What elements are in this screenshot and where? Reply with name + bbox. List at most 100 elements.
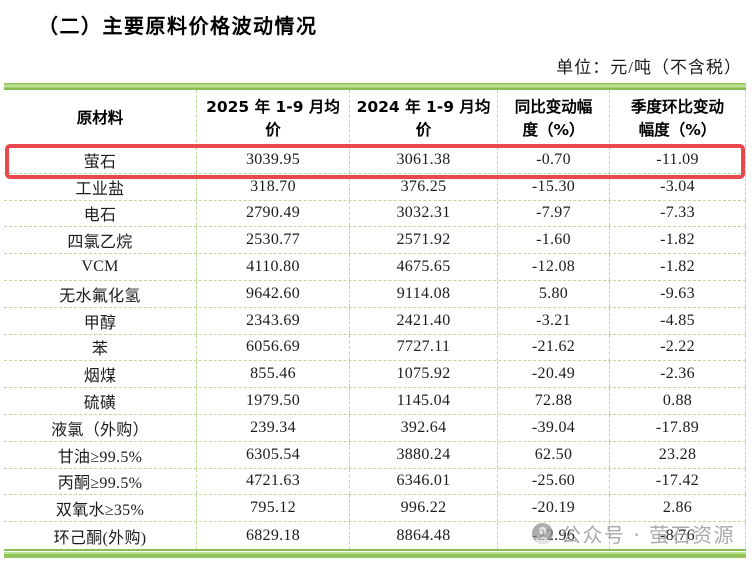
qoq-change-cell: 0.88 [610,388,746,414]
avg-price-2024-cell: 3032.31 [350,200,498,227]
yoy-change-cell: -15.30 [498,173,610,200]
avg-price-2025-cell: 3039.95 [197,147,350,173]
watermark-text: 公众号 · 萤石资源 [561,523,736,547]
yoy-change-cell: -12.08 [498,254,610,280]
avg-price-2024-cell: 1075.92 [350,361,498,388]
page-title: （二）主要原料价格波动情况 [38,14,318,38]
table-row: 烟煤 855.46 1075.92 -20.49 -2.36 [4,361,746,389]
avg-price-2024-cell: 1145.04 [350,388,498,414]
table-row: 硫磺 1979.50 1145.04 72.88 0.88 [4,388,746,415]
avg-price-2024-cell: 9114.08 [350,280,498,307]
yoy-change-cell: -39.04 [498,414,610,441]
qoq-change-cell: -1.82 [610,227,746,254]
material-name-cell: 萤石 [4,147,197,173]
qoq-change-cell: -17.42 [610,468,746,495]
avg-price-2024-cell: 392.64 [350,414,498,441]
column-header-qoq-change: 季度环比变动 幅度（%） [610,90,746,147]
avg-price-2024-cell: 3880.24 [350,441,498,468]
official-account-icon [531,522,554,545]
material-name-cell: 四氯乙烷 [4,227,197,254]
avg-price-2025-cell: 9642.60 [197,280,350,307]
watermark-badge: 公众号 · 萤石资源 [531,519,735,548]
table-row: 萤石 3039.95 3061.38 -0.70 -11.09 [4,147,746,174]
table-row: 环己酮(外购) 6829.18 8864.48 -22.96 -8.76 [4,522,746,549]
material-name-cell: 丙酮≥99.5% [4,468,197,495]
table-body: 萤石 3039.95 3061.38 -0.70 -11.09 工业盐 318.… [4,144,746,549]
material-name-cell: 工业盐 [4,173,197,200]
yoy-change-cell: 62.50 [498,441,610,468]
qoq-change-cell: -3.04 [610,173,746,200]
yoy-change-cell: -7.97 [498,200,610,227]
material-name-cell: VCM [4,254,197,280]
yoy-change-cell: -1.60 [498,227,610,254]
table-row: 液氯（外购） 239.34 392.64 -39.04 -17.89 [4,414,746,442]
yoy-change-cell: -20.19 [498,495,610,522]
table-row: 工业盐 318.70 376.25 -15.30 -3.04 [4,173,746,201]
column-header-yoy-change: 同比变动幅 度（%） [498,90,610,147]
avg-price-2025-cell: 2790.49 [197,200,350,227]
table-row: 苯 6056.69 7727.11 -21.62 -2.22 [4,334,746,362]
avg-price-2024-cell: 6346.01 [350,468,498,495]
table-row: 丙酮≥99.5% 4721.63 6346.01 -25.60 -17.42 [4,468,746,496]
avg-price-2024-cell: 3061.38 [350,147,498,173]
qoq-change-cell: 23.28 [610,441,746,468]
yoy-change-cell: -3.21 [498,307,610,334]
qoq-change-cell: -2.36 [610,361,746,388]
column-header-material: 原材料 [4,90,197,147]
material-name-cell: 硫磺 [4,388,197,414]
qoq-change-cell: -1.82 [610,254,746,280]
material-name-cell: 液氯（外购） [4,414,197,441]
unit-note: 单位：元/吨（不含税） [556,58,742,77]
material-name-cell: 甲醇 [4,307,197,334]
yoy-change-cell: -25.60 [498,468,610,495]
table-row: 四氯乙烷 2530.77 2571.92 -1.60 -1.82 [4,227,746,255]
column-header-avg-2025: 2025 年 1-9 月均 价 [197,90,350,147]
qoq-change-cell: -9.63 [610,280,746,307]
qoq-change-cell: -17.89 [610,414,746,441]
material-name-cell: 无水氟化氢 [4,280,197,307]
avg-price-2025-cell: 855.46 [197,361,350,388]
qoq-change-cell: -7.33 [610,200,746,227]
table-bottom-border [4,548,746,558]
qoq-change-cell: -4.85 [610,307,746,334]
avg-price-2025-cell: 6829.18 [197,522,350,549]
table-top-border [4,83,746,90]
avg-price-2025-cell: 318.70 [197,173,350,200]
yoy-change-cell: -0.70 [498,147,610,173]
yoy-change-cell: -21.62 [498,334,610,361]
avg-price-2025-cell: 2343.69 [197,307,350,334]
avg-price-2024-cell: 2571.92 [350,227,498,254]
material-name-cell: 甘油≥99.5% [4,441,197,468]
qoq-change-cell: -2.22 [610,334,746,361]
table-row: 无水氟化氢 9642.60 9114.08 5.80 -9.63 [4,280,746,308]
material-name-cell: 双氧水≥35% [4,495,197,522]
avg-price-2025-cell: 4721.63 [197,468,350,495]
column-header-avg-2024: 2024 年 1-9 月均 价 [350,90,498,147]
price-table: 原材料 2025 年 1-9 月均 价 2024 年 1-9 月均 价 同比变动… [4,83,746,558]
material-name-cell: 烟煤 [4,361,197,388]
material-name-cell: 电石 [4,200,197,227]
table-row: 双氧水≥35% 795.12 996.22 -20.19 2.86 [4,495,746,523]
avg-price-2024-cell: 996.22 [350,495,498,522]
avg-price-2024-cell: 2421.40 [350,307,498,334]
table-row: 甲醇 2343.69 2421.40 -3.21 -4.85 [4,307,746,335]
yoy-change-cell: -20.49 [498,361,610,388]
avg-price-2025-cell: 2530.77 [197,227,350,254]
material-name-cell: 环己酮(外购) [4,522,197,549]
qoq-change-cell: 2.86 [610,495,746,522]
qoq-change-cell: -8.76 [610,522,746,549]
avg-price-2025-cell: 1979.50 [197,388,350,414]
avg-price-2025-cell: 795.12 [197,495,350,522]
qoq-change-cell: -11.09 [610,147,746,173]
table-row: VCM 4110.80 4675.65 -12.08 -1.82 [4,254,746,281]
yoy-change-cell: 5.80 [498,280,610,307]
avg-price-2025-cell: 4110.80 [197,254,350,280]
avg-price-2025-cell: 239.34 [197,414,350,441]
material-name-cell: 苯 [4,334,197,361]
table-header-row: 原材料 2025 年 1-9 月均 价 2024 年 1-9 月均 价 同比变动… [4,90,746,147]
avg-price-2024-cell: 7727.11 [350,334,498,361]
avg-price-2025-cell: 6056.69 [197,334,350,361]
avg-price-2024-cell: 4675.65 [350,254,498,280]
avg-price-2025-cell: 6305.54 [197,441,350,468]
avg-price-2024-cell: 376.25 [350,173,498,200]
